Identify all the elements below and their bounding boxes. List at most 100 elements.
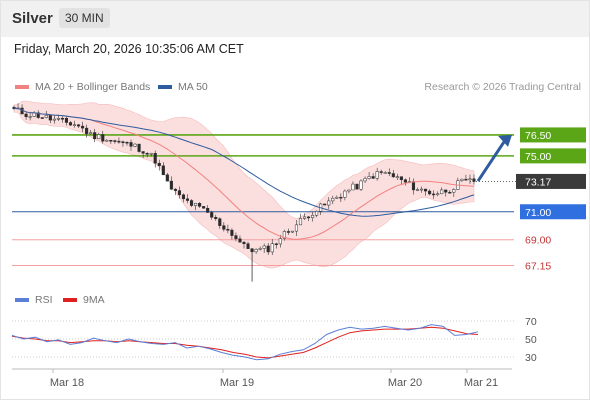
candle-down [448, 191, 452, 194]
ma50-line [13, 107, 475, 217]
candle-up [278, 238, 282, 245]
candle-down [206, 207, 210, 213]
x-axis-label: Mar 21 [464, 377, 498, 389]
candle-up [298, 218, 303, 226]
candle-down [379, 171, 383, 173]
rsi-line [11, 324, 479, 361]
candle-down [117, 140, 121, 143]
level-pivot-3: 71.00 [12, 204, 586, 220]
candle-down [113, 140, 117, 142]
candle-up [419, 188, 424, 191]
candle-down [339, 196, 343, 199]
resistance-tag [520, 148, 586, 164]
candle-down [165, 174, 169, 182]
rsi-tick-label: 30 [525, 352, 537, 364]
candle-down [173, 188, 177, 191]
candle-up [97, 134, 101, 139]
candle-down [403, 179, 407, 183]
candle-up [343, 190, 347, 198]
timeframe-button[interactable]: 30 MIN [59, 8, 110, 28]
candle-up [294, 224, 299, 232]
legend-ma20-label: MA 20 + Bollinger Bands [35, 81, 151, 93]
candle-up [52, 118, 56, 121]
candle-up [347, 189, 351, 192]
candle-up [28, 116, 32, 118]
level-support-5: 67.15 [12, 261, 551, 273]
candle-down [266, 245, 270, 253]
candle-down [36, 112, 40, 118]
candle-down [444, 189, 448, 193]
candle-down [472, 178, 476, 182]
candle-up [282, 231, 286, 239]
candle-down [307, 216, 311, 219]
candle-down [230, 229, 234, 236]
candle-down [145, 153, 149, 155]
candle-down [234, 235, 238, 240]
timestamp: Friday, March 20, 2026 10:35:06 AM CET [14, 42, 244, 56]
candle-down [93, 132, 97, 139]
candle-up [311, 214, 315, 218]
support-value: 67.15 [525, 261, 551, 273]
pivot-value: 71.00 [525, 207, 551, 219]
legend-9ma-label: 9MA [83, 294, 105, 306]
candle-down [68, 122, 73, 126]
candle-down [464, 178, 468, 181]
candle-up [72, 124, 77, 127]
candle-down [399, 176, 403, 180]
candle-up [395, 176, 399, 178]
candle-up [363, 178, 367, 182]
candle-down [181, 194, 186, 200]
candle-down [141, 151, 145, 154]
candle-down [157, 162, 161, 167]
candle-down [129, 142, 133, 147]
candle-down [214, 217, 218, 219]
candle-down [121, 141, 125, 144]
candle-up [375, 171, 379, 179]
candle-down [250, 248, 254, 253]
candle-up [440, 189, 444, 195]
candle-down [169, 180, 173, 190]
target-arrow-shaft [476, 141, 506, 182]
candle-up [194, 203, 198, 206]
candle-down [40, 117, 44, 119]
level-support-4: 69.00 [12, 235, 551, 247]
candle-down [24, 113, 28, 118]
candle-down [12, 106, 16, 109]
candle-up [335, 196, 339, 199]
candle-up [468, 178, 472, 181]
x-axis-label: Mar 20 [388, 377, 422, 389]
resistance-value: 75.00 [525, 151, 551, 163]
last-price-value: 73.17 [525, 176, 551, 188]
legend-rsi-swatch [15, 298, 29, 303]
candle-up [56, 117, 60, 120]
candle-up [89, 132, 93, 134]
candle-down [137, 143, 141, 152]
resistance-tag [520, 127, 586, 143]
candle-up [415, 189, 420, 191]
asset-title: Silver [12, 10, 53, 27]
candle-up [302, 216, 307, 219]
legend-rsi: RSI [15, 294, 53, 306]
candle-down [323, 203, 327, 206]
candle-down [161, 165, 165, 176]
candle-down [274, 243, 278, 246]
candle-down [428, 190, 432, 195]
copyright-text: Research © 2026 Trading Central [424, 81, 581, 93]
x-axis-label: Mar 19 [220, 377, 254, 389]
candle-down [125, 141, 129, 144]
candle-down [189, 200, 194, 206]
x-axis-label: Mar 18 [50, 377, 84, 389]
legend-ma50-swatch [158, 85, 172, 90]
candle-down [48, 114, 52, 121]
candle-down [226, 229, 230, 231]
candle-up [359, 180, 363, 190]
candle-down [202, 206, 206, 209]
candle-up [262, 245, 266, 249]
support-value: 69.00 [525, 235, 551, 247]
candle-down [153, 153, 157, 164]
candle-down [60, 117, 64, 120]
candle-up [327, 200, 331, 206]
candle-down [391, 173, 395, 178]
